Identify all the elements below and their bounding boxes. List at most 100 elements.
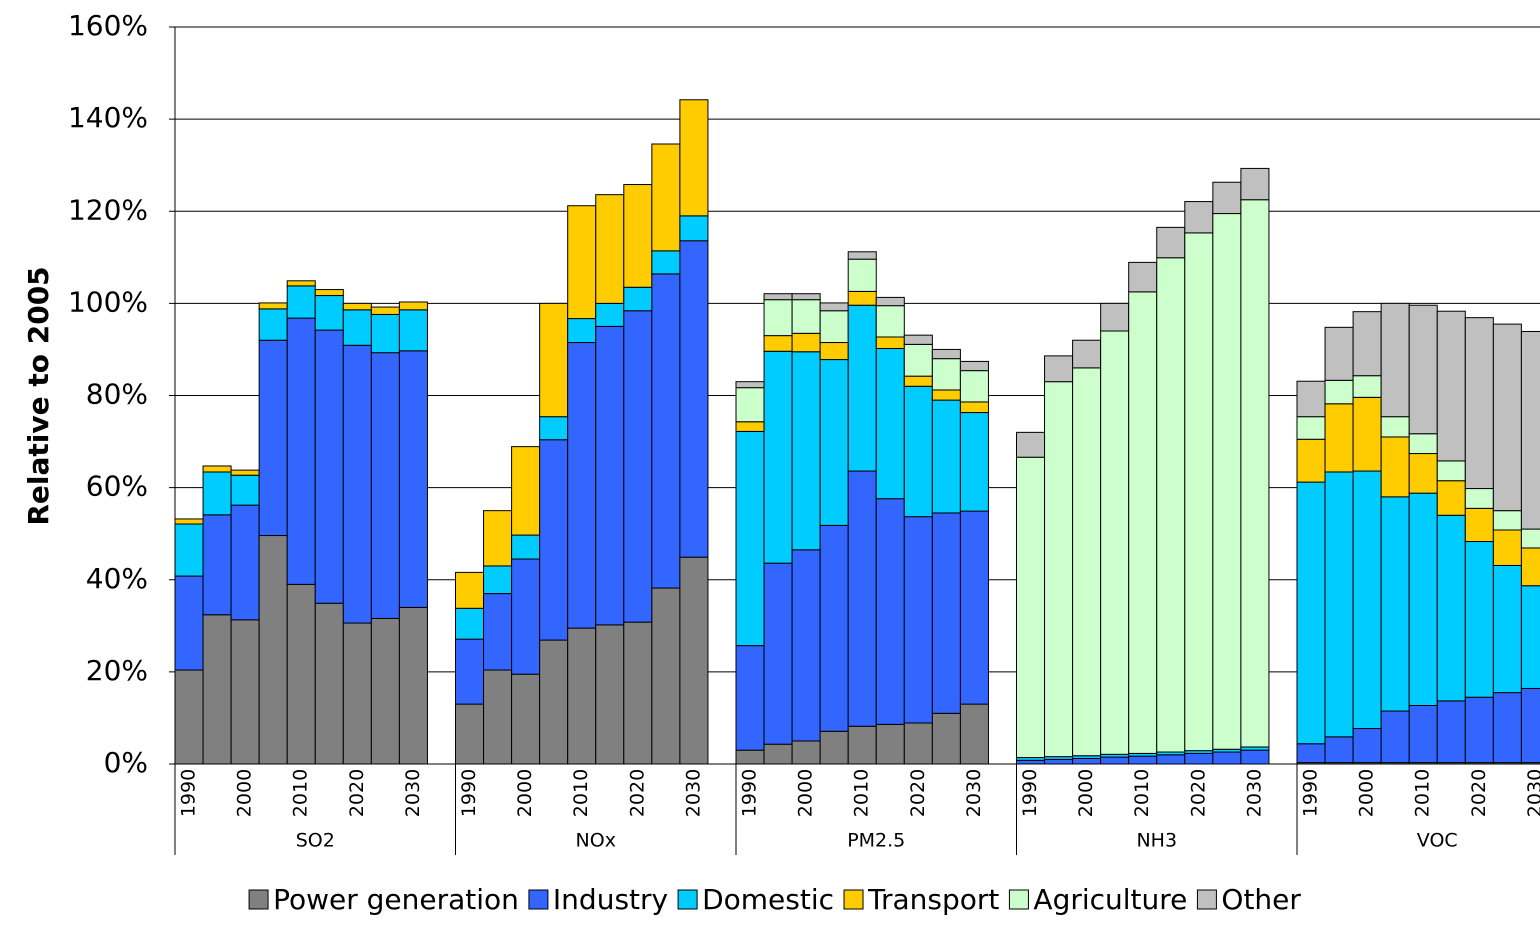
y-tick-label: 140% bbox=[68, 101, 148, 134]
bar-segment bbox=[1408, 453, 1438, 494]
bar-segment bbox=[1240, 167, 1270, 201]
bar-segment bbox=[875, 305, 905, 338]
bar-segment bbox=[847, 290, 877, 306]
bar-segment bbox=[679, 99, 709, 217]
bar-segment bbox=[819, 310, 849, 344]
bar-segment bbox=[314, 295, 344, 331]
bar-segment bbox=[567, 205, 597, 320]
bar-segment bbox=[1212, 181, 1242, 215]
bar-segment bbox=[763, 299, 793, 337]
bar-segment bbox=[314, 329, 344, 604]
bar-segment bbox=[875, 348, 905, 500]
bar-segment bbox=[1156, 226, 1186, 259]
bar-segment bbox=[1184, 752, 1214, 765]
bar-segment bbox=[230, 504, 260, 621]
bar-segment bbox=[539, 639, 569, 765]
bar-segment bbox=[511, 673, 541, 765]
x-tick-label: 2030 bbox=[682, 769, 704, 817]
bar-segment bbox=[370, 313, 400, 354]
bar-segment bbox=[1240, 749, 1270, 765]
y-tick-label: 20% bbox=[86, 654, 148, 687]
bar-segment bbox=[735, 430, 765, 647]
bar-segment bbox=[735, 387, 765, 423]
x-tick-label: 1990 bbox=[1019, 769, 1041, 817]
bar-segment bbox=[931, 399, 961, 514]
bar-segment bbox=[1100, 756, 1130, 765]
bar-segment bbox=[959, 703, 989, 765]
bar-segment bbox=[511, 446, 541, 536]
bar-segment bbox=[202, 465, 232, 473]
bar-segment bbox=[342, 622, 372, 765]
bar-segment bbox=[623, 286, 653, 312]
y-tick-label: 0% bbox=[104, 746, 148, 779]
bar-segment bbox=[1072, 757, 1102, 765]
bar-segment bbox=[455, 607, 485, 640]
bar-segment bbox=[595, 325, 625, 626]
bar-segment bbox=[847, 470, 877, 727]
bar-segment bbox=[1016, 431, 1046, 458]
bar-segment bbox=[398, 350, 428, 608]
bar-segment bbox=[791, 549, 821, 742]
bar-segment bbox=[1380, 416, 1410, 438]
bar-segment bbox=[1408, 433, 1438, 455]
bar-segment bbox=[875, 336, 905, 350]
bar-segment bbox=[1408, 304, 1438, 435]
bar-segment bbox=[1352, 728, 1382, 764]
bar-segment bbox=[1520, 528, 1540, 549]
bar-segment bbox=[735, 421, 765, 432]
bar-segment bbox=[819, 302, 849, 312]
bar-segment bbox=[651, 587, 681, 765]
bar-segment bbox=[1016, 456, 1046, 759]
bar-segment bbox=[286, 583, 316, 765]
bar-segment bbox=[595, 302, 625, 327]
x-tick-label: 2010 bbox=[1412, 769, 1434, 817]
legend-label: Industry bbox=[553, 883, 668, 916]
bar-segment bbox=[903, 375, 933, 387]
bar-segment bbox=[903, 334, 933, 345]
x-tick-label: 2020 bbox=[626, 769, 648, 817]
x-tick-label: 2030 bbox=[1524, 769, 1540, 817]
bar-segment bbox=[230, 469, 260, 476]
legend-label: Transport bbox=[867, 883, 999, 916]
bar-segment bbox=[483, 669, 513, 765]
bar-segment bbox=[1492, 510, 1522, 531]
bar-segment bbox=[1072, 339, 1102, 369]
y-tick-label: 120% bbox=[68, 193, 148, 226]
bar-segment bbox=[1324, 403, 1354, 473]
bar-segment bbox=[1464, 507, 1494, 543]
group-label: SO2 bbox=[296, 830, 335, 852]
bar-segment bbox=[567, 318, 597, 344]
bar-segment bbox=[1436, 310, 1466, 462]
bar-segment bbox=[679, 556, 709, 765]
bar-segment bbox=[847, 251, 877, 260]
group-label: PM2.5 bbox=[847, 830, 905, 852]
legend-label: Domestic bbox=[702, 883, 834, 916]
bar-segment bbox=[763, 293, 793, 301]
bar-segment bbox=[1212, 213, 1242, 750]
bar-segment bbox=[286, 285, 316, 319]
bar-segment bbox=[1352, 470, 1382, 730]
y-tick-label: 160% bbox=[68, 9, 148, 42]
bar-segment bbox=[959, 510, 989, 705]
legend-label: Power generation bbox=[273, 883, 519, 916]
bar-segment bbox=[1128, 291, 1158, 754]
bar-segment bbox=[258, 308, 288, 341]
bar-segment bbox=[1436, 460, 1466, 482]
x-tick-label: 2000 bbox=[1356, 769, 1378, 817]
bar-segment bbox=[623, 184, 653, 288]
bar-segment bbox=[1100, 302, 1130, 332]
bar-segment bbox=[1212, 751, 1242, 765]
bar-segment bbox=[1128, 261, 1158, 293]
bar-segment bbox=[931, 358, 961, 391]
bar-segment bbox=[567, 627, 597, 765]
bar-segment bbox=[1492, 564, 1522, 694]
bar-segment bbox=[1296, 416, 1326, 440]
bar-segment bbox=[791, 293, 821, 301]
x-tick-label: 2030 bbox=[1243, 769, 1265, 817]
bar-segment bbox=[735, 749, 765, 765]
bar-segment bbox=[819, 730, 849, 765]
bar-segment bbox=[174, 523, 204, 577]
x-tick-label: 2000 bbox=[234, 769, 256, 817]
bar-segment bbox=[1044, 381, 1074, 758]
bar-segment bbox=[370, 306, 400, 315]
